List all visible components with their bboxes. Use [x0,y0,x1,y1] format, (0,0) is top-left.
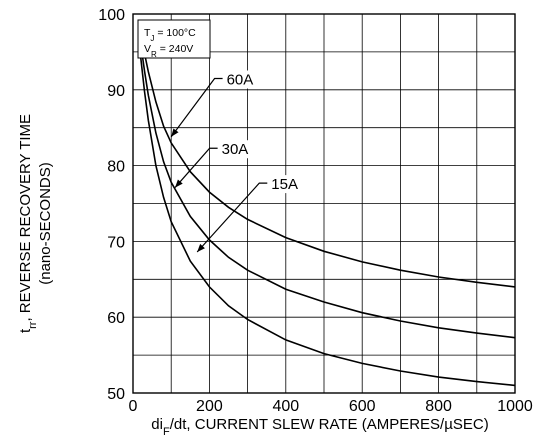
x-tick-label: 0 [129,398,138,415]
arrow-leader [196,182,268,253]
curve-label-60a: 60A [227,71,254,88]
y-axis-label-line1: trr, REVERSE RECOVERY TIME [17,114,39,333]
x-axis-label: diF/dt, CURRENT SLEW RATE (AMPERES/µSEC) [151,416,488,438]
curve-60a [139,32,516,288]
y-tick-label: 70 [107,234,125,251]
curve-15a [139,56,516,387]
arrowhead [197,243,205,253]
x-tick-label: 200 [196,398,223,415]
x-tick-label: 400 [272,398,299,415]
condition-tj: TJ = 100°C [144,27,196,43]
y-tick-label: 80 [107,159,125,176]
y-tick-label: 60 [107,310,125,327]
grid-lines [133,14,515,393]
curve-label-background [268,175,307,194]
x-tick-label: 1000 [497,398,533,415]
curve-30a [139,42,516,339]
conditions-box: TJ = 100°C VR = 240V [137,19,211,59]
arrow-leader [170,77,223,138]
y-axis-label: trr, REVERSE RECOVERY TIME (nano-SECONDS… [17,114,54,333]
y-tick-label: 100 [98,7,125,24]
x-tick-label: 800 [425,398,452,415]
arrowhead [175,179,183,188]
y-tick-label: 50 [107,386,125,403]
curve-label-30a: 30A [222,141,249,158]
plot-frame [132,13,516,394]
y-axis-label-line2: (nano-SECONDS) [37,162,54,285]
curve-label-15a: 15A [271,176,298,193]
arrowhead [171,128,179,137]
curve-label-background [218,140,257,159]
curve-layer: 60A 30A 15A [139,32,516,387]
arrow-leader [174,147,218,188]
tick-labels: 0 200 400 600 800 1000 50 60 70 80 90 100 [98,7,533,415]
x-tick-label: 600 [349,398,376,415]
y-tick-label: 90 [107,83,125,100]
curve-label-background [223,70,262,89]
condition-vr: VR = 240V [144,43,193,59]
